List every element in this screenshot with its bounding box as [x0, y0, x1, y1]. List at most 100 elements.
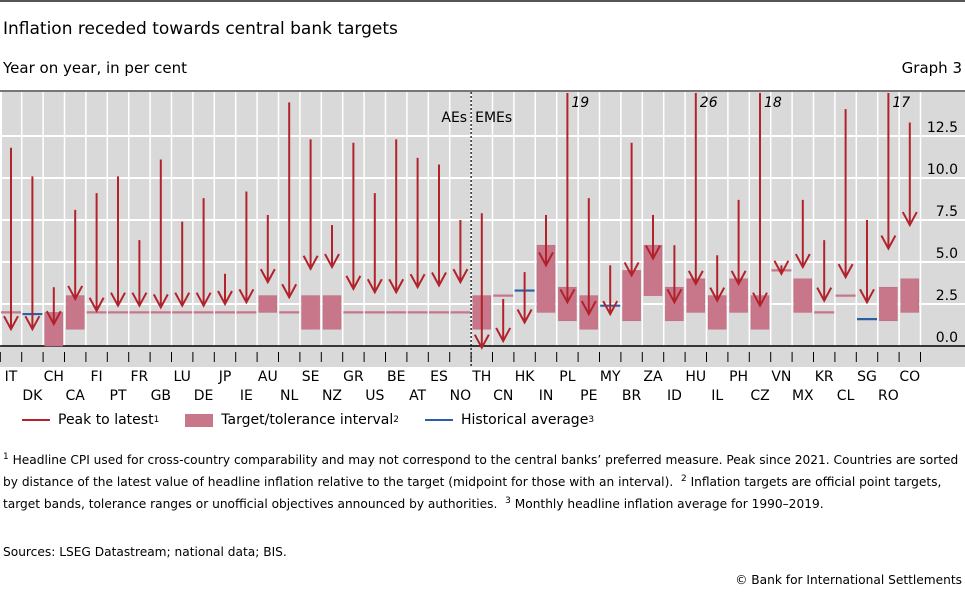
- legend-label: Historical average: [460, 412, 589, 428]
- arrow-head-KR: [816, 287, 833, 303]
- x-tick-label-PT: PT: [110, 388, 127, 404]
- arrow-head-IE: [238, 288, 255, 305]
- footnote-3: Monthly headline inflation average for 1…: [514, 497, 824, 512]
- legend-arrow-swatch: [22, 419, 50, 421]
- arrow-head-MY: [602, 300, 619, 317]
- arrow-head-PL: [559, 288, 576, 305]
- arrow-head-VN: [773, 260, 790, 276]
- x-tick-label-NZ: NZ: [322, 388, 342, 404]
- arrow-head-BE: [388, 278, 405, 295]
- chart-title: Inflation receded towards central bank t…: [3, 19, 398, 39]
- arrow-head-IT: [3, 315, 19, 332]
- footnote-1: Headline CPI used for cross-country comp…: [3, 453, 959, 490]
- arrow-head-DK: [24, 315, 41, 332]
- y-tick-label: 12.5: [927, 120, 958, 136]
- arrow-head-ID: [666, 288, 683, 305]
- arrow-head-CO: [901, 211, 918, 228]
- y-tick-label: 10.0: [927, 162, 958, 178]
- x-tick-label-CZ: CZ: [750, 388, 769, 404]
- x-tick-label-CH: CH: [44, 369, 64, 385]
- x-tick-label-BR: BR: [622, 388, 642, 404]
- arrow-head-US: [366, 278, 383, 295]
- arrow-head-CA: [67, 285, 84, 302]
- x-tick-label-CN: CN: [493, 388, 513, 404]
- legend-item-peak: Peak to latest 1: [22, 412, 159, 428]
- x-tick-label-US: US: [365, 388, 384, 404]
- arrow-head-PE: [580, 300, 597, 317]
- arrow-head-FR: [131, 292, 148, 308]
- x-tick-label-MY: MY: [600, 369, 621, 385]
- y-tick-label: 2.5: [936, 288, 958, 304]
- x-tick-label-JP: JP: [218, 369, 232, 385]
- legend-item-target: Target/tolerance interval 2: [185, 412, 399, 428]
- x-tick-label-IL: IL: [711, 388, 723, 404]
- x-tick-label-HU: HU: [685, 369, 706, 385]
- x-tick-label-GR: GR: [343, 369, 364, 385]
- x-tick-label-VN: VN: [771, 369, 791, 385]
- footnote-2: Inflation targets are official point tar…: [3, 475, 942, 512]
- legend-box-swatch: [185, 413, 214, 427]
- x-tick-label-DK: DK: [22, 388, 43, 404]
- x-tick-label-IT: IT: [5, 369, 18, 385]
- arrow-head-CZ: [752, 292, 768, 308]
- x-tick-label-IN: IN: [539, 388, 554, 404]
- arrow-head-ZA: [645, 245, 661, 261]
- top-rule: [0, 0, 965, 2]
- arrow-head-LU: [174, 292, 191, 308]
- arrow-head-SE: [302, 255, 319, 271]
- target-interval-BR: [622, 270, 641, 322]
- x-tick-label-HK: HK: [515, 369, 536, 385]
- legend-label: Peak to latest: [58, 412, 154, 428]
- arrow-head-DE: [195, 292, 212, 308]
- arrow-head-CH: [45, 310, 62, 327]
- group-label-aes: AEs: [441, 110, 467, 126]
- target-interval-AU: [258, 295, 278, 313]
- legend-sup: 1: [153, 415, 160, 425]
- x-tick-label-DE: DE: [194, 388, 214, 404]
- x-tick-label-FR: FR: [131, 369, 149, 385]
- arrow-head-AT: [409, 273, 426, 290]
- x-tick-label-NO: NO: [450, 388, 472, 404]
- arrow-head-SG: [859, 288, 875, 305]
- x-tick-label-LU: LU: [174, 369, 191, 385]
- x-tick-label-AU: AU: [258, 369, 278, 385]
- arrow-head-CL: [837, 263, 854, 280]
- arrow-head-CN: [495, 327, 512, 344]
- sources: Sources: LSEG Datastream; national data;…: [3, 545, 287, 559]
- arrow-head-NO: [452, 268, 469, 285]
- arrow-head-HU: [687, 270, 704, 286]
- x-tick-label-NL: NL: [280, 388, 298, 404]
- target-interval-SE: [301, 295, 320, 330]
- target-interval-RO: [879, 286, 898, 322]
- target-interval-CO: [900, 278, 920, 313]
- x-tick-label-BE: BE: [387, 369, 405, 385]
- x-tick-label-RO: RO: [878, 388, 899, 404]
- peak-label-CZ: 18: [764, 95, 782, 111]
- x-tick-label-ID: ID: [667, 388, 682, 404]
- legend-sup: 2: [393, 415, 399, 425]
- arrow-head-MX: [794, 253, 811, 270]
- x-tick-label-CA: CA: [66, 388, 86, 404]
- y-tick-label: 7.5: [936, 204, 958, 220]
- x-tick-label-ZA: ZA: [643, 369, 663, 385]
- arrow-head-BR: [623, 261, 640, 278]
- target-interval-NZ: [322, 295, 342, 330]
- arrow-head-AU: [259, 268, 276, 285]
- arrow-head-NL: [281, 283, 298, 300]
- y-tick-label: 5.0: [936, 246, 958, 262]
- arrow-head-ES: [431, 272, 447, 288]
- arrow-head-IL: [709, 287, 726, 303]
- x-tick-label-IE: IE: [240, 388, 253, 404]
- arrow-head-PH: [730, 270, 747, 286]
- legend-line-swatch: [424, 419, 453, 421]
- x-tick-label-SE: SE: [302, 369, 320, 385]
- arrow-head-GR: [345, 275, 362, 291]
- x-tick-label-PH: PH: [729, 369, 748, 385]
- chart-svg: 0.02.55.07.510.012.50.02.55.07.510.012.5…: [0, 90, 965, 404]
- legend: Peak to latest 1 Target/tolerance interva…: [22, 412, 620, 428]
- y-tick-label: 0.0: [936, 330, 958, 346]
- x-tick-label-GB: GB: [151, 388, 171, 404]
- arrow-head-PT: [110, 292, 126, 308]
- footnotes: 1 Headline CPI used for cross-country co…: [3, 452, 959, 512]
- x-tick-label-MX: MX: [792, 388, 814, 404]
